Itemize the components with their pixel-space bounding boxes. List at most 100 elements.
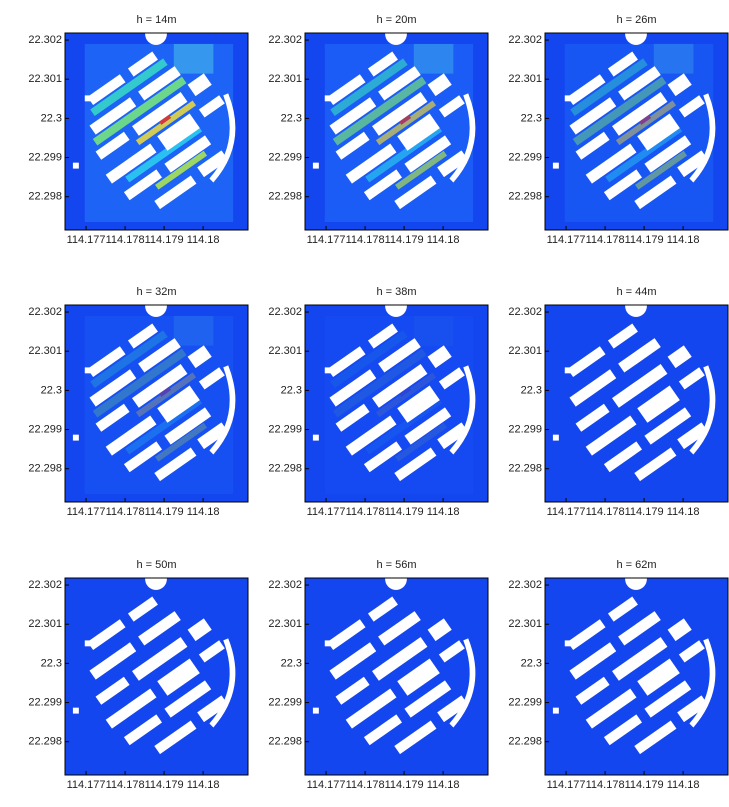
x-tick-label: 114.18 — [187, 506, 220, 518]
y-tick-label: 22.3 — [521, 657, 542, 669]
y-tick-label: 22.298 — [28, 191, 62, 203]
x-tick-label: 114.179 — [625, 779, 664, 791]
y-tick-label: 22.3 — [521, 384, 542, 396]
y-tick-label: 22.298 — [508, 463, 542, 475]
y-tick-label: 22.302 — [28, 34, 62, 46]
x-tick-label: 114.179 — [145, 779, 184, 791]
x-tick-label: 114.177 — [307, 779, 346, 791]
x-tick-label: 114.178 — [346, 506, 385, 518]
y-tick-label: 22.298 — [508, 736, 542, 748]
y-tick-label: 22.302 — [28, 579, 62, 591]
y-tick-label: 22.301 — [28, 73, 62, 85]
y-tick-label: 22.301 — [268, 73, 302, 85]
x-tick-label: 114.178 — [346, 234, 385, 246]
x-tick-label: 114.179 — [385, 234, 424, 246]
x-tick-label: 114.18 — [427, 506, 460, 518]
y-tick-label: 22.299 — [28, 151, 62, 163]
x-tick-label: 114.18 — [667, 506, 700, 518]
x-tick-label: 114.177 — [547, 506, 586, 518]
panel-title: h = 38m — [376, 286, 416, 298]
turbulence-field — [558, 44, 713, 222]
x-tick-label: 114.177 — [547, 234, 586, 246]
y-tick-label: 22.301 — [28, 618, 62, 630]
y-tick-label: 22.3 — [281, 657, 302, 669]
x-tick-label: 114.178 — [106, 234, 145, 246]
y-tick-label: 22.301 — [508, 618, 542, 630]
y-tick-label: 22.302 — [28, 306, 62, 318]
x-tick-label: 114.177 — [67, 506, 106, 518]
y-tick-label: 22.301 — [508, 345, 542, 357]
x-tick-label: 114.18 — [427, 779, 460, 791]
x-tick-label: 114.18 — [667, 234, 700, 246]
y-tick-label: 22.299 — [28, 696, 62, 708]
y-tick-label: 22.302 — [508, 306, 542, 318]
y-tick-label: 22.3 — [281, 384, 302, 396]
y-tick-label: 22.301 — [28, 345, 62, 357]
turbulence-field — [78, 44, 233, 222]
panel-title: h = 44m — [616, 286, 656, 298]
y-tick-label: 22.302 — [508, 579, 542, 591]
panel-title: h = 56m — [376, 559, 416, 571]
x-tick-label: 114.179 — [385, 506, 424, 518]
y-tick-label: 22.298 — [508, 191, 542, 203]
turbulence-field — [318, 44, 473, 222]
panel-title: h = 32m — [136, 286, 176, 298]
y-tick-label: 22.299 — [268, 423, 302, 435]
x-tick-label: 114.178 — [586, 234, 625, 246]
panel-title: h = 14m — [136, 14, 176, 26]
x-tick-label: 114.178 — [106, 779, 145, 791]
y-tick-label: 22.3 — [41, 657, 62, 669]
y-tick-label: 22.302 — [268, 34, 302, 46]
x-tick-label: 114.178 — [586, 779, 625, 791]
panel-title: h = 26m — [616, 14, 656, 26]
panel-title: h = 50m — [136, 559, 176, 571]
x-tick-label: 114.177 — [547, 779, 586, 791]
y-tick-label: 22.299 — [28, 423, 62, 435]
y-tick-label: 22.298 — [28, 736, 62, 748]
x-tick-label: 114.178 — [106, 506, 145, 518]
y-tick-label: 22.299 — [508, 423, 542, 435]
panel-title: h = 62m — [616, 559, 656, 571]
y-tick-label: 22.3 — [281, 112, 302, 124]
x-tick-label: 114.18 — [667, 779, 700, 791]
y-tick-label: 22.299 — [268, 151, 302, 163]
x-tick-label: 114.177 — [307, 234, 346, 246]
x-tick-label: 114.18 — [187, 779, 220, 791]
x-tick-label: 114.179 — [145, 506, 184, 518]
x-tick-label: 114.18 — [187, 234, 220, 246]
x-tick-label: 114.178 — [346, 779, 385, 791]
turbulence-field — [78, 316, 233, 494]
x-tick-label: 114.177 — [67, 234, 106, 246]
x-tick-label: 114.179 — [625, 506, 664, 518]
turbulence-field — [318, 316, 473, 494]
y-tick-label: 22.299 — [508, 696, 542, 708]
figure: h = 14m114.177114.178114.179114.1822.298… — [0, 0, 729, 802]
panel-title: h = 20m — [376, 14, 416, 26]
y-tick-label: 22.302 — [508, 34, 542, 46]
y-tick-label: 22.301 — [268, 618, 302, 630]
y-tick-label: 22.302 — [268, 579, 302, 591]
y-tick-label: 22.3 — [521, 112, 542, 124]
y-tick-label: 22.299 — [508, 151, 542, 163]
y-tick-label: 22.3 — [41, 384, 62, 396]
x-tick-label: 114.177 — [307, 506, 346, 518]
x-tick-label: 114.179 — [385, 779, 424, 791]
x-tick-label: 114.177 — [67, 779, 106, 791]
y-tick-label: 22.299 — [268, 696, 302, 708]
y-tick-label: 22.298 — [268, 463, 302, 475]
y-tick-label: 22.298 — [268, 736, 302, 748]
y-tick-label: 22.3 — [41, 112, 62, 124]
y-tick-label: 22.298 — [28, 463, 62, 475]
x-tick-label: 114.179 — [625, 234, 664, 246]
x-tick-label: 114.179 — [145, 234, 184, 246]
y-tick-label: 22.302 — [268, 306, 302, 318]
